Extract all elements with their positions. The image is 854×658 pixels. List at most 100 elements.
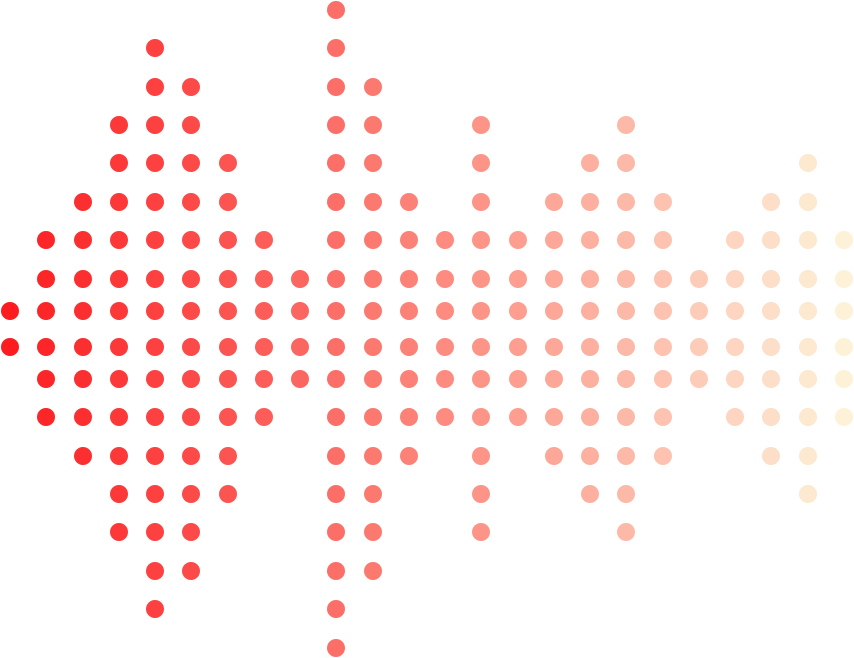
wave-dot	[146, 338, 165, 356]
wave-dot	[726, 408, 745, 426]
wave-dot	[508, 270, 527, 288]
wave-dot	[146, 193, 165, 211]
wave-dot	[146, 600, 165, 618]
wave-dot	[399, 338, 418, 356]
wave-dot	[689, 370, 708, 388]
wave-dot	[399, 370, 418, 388]
wave-dot	[327, 562, 346, 580]
wave-dot	[218, 302, 237, 320]
wave-dot	[798, 154, 817, 172]
wave-dot	[581, 338, 600, 356]
wave-dot	[835, 338, 853, 356]
wave-dot	[218, 338, 237, 356]
wave-dot	[472, 523, 491, 541]
wave-dot	[218, 485, 237, 503]
wave-dot	[363, 523, 382, 541]
wave-dot	[146, 562, 165, 580]
wave-dot	[798, 338, 817, 356]
wave-dot	[218, 193, 237, 211]
wave-dot	[146, 370, 165, 388]
wave-dot	[363, 485, 382, 503]
wave-dot	[653, 193, 672, 211]
wave-dot	[399, 302, 418, 320]
wave-dot	[327, 370, 346, 388]
wave-dot	[73, 270, 92, 288]
wave-dot	[182, 154, 201, 172]
wave-dot	[327, 193, 346, 211]
wave-dot	[327, 639, 346, 657]
wave-dot	[254, 408, 273, 426]
wave-dot	[291, 370, 310, 388]
wave-dot	[291, 270, 310, 288]
wave-dot	[109, 270, 128, 288]
wave-dot	[399, 447, 418, 465]
wave-dot	[835, 408, 853, 426]
wave-dot	[653, 447, 672, 465]
wave-dot	[544, 447, 563, 465]
wave-dot	[798, 370, 817, 388]
wave-dot	[254, 270, 273, 288]
wave-dot	[327, 154, 346, 172]
wave-dot	[1, 338, 19, 356]
wave-dot	[436, 302, 455, 320]
wave-dot	[472, 193, 491, 211]
wave-dot	[726, 370, 745, 388]
wave-dot	[617, 193, 636, 211]
wave-dot	[835, 302, 853, 320]
wave-dot	[617, 485, 636, 503]
wave-dot	[327, 231, 346, 249]
wave-dot	[798, 231, 817, 249]
wave-dot	[436, 408, 455, 426]
wave-dot	[182, 485, 201, 503]
wave-dot	[109, 370, 128, 388]
wave-dot	[363, 193, 382, 211]
wave-dot	[182, 270, 201, 288]
wave-dot	[327, 302, 346, 320]
wave-dot	[762, 231, 781, 249]
wave-dot	[254, 370, 273, 388]
wave-dot	[762, 193, 781, 211]
wave-dot	[291, 338, 310, 356]
wave-dot	[327, 78, 346, 96]
wave-dot	[472, 338, 491, 356]
wave-dot	[291, 302, 310, 320]
wave-dot	[146, 523, 165, 541]
wave-dot	[146, 302, 165, 320]
wave-dot	[109, 231, 128, 249]
wave-dot	[327, 447, 346, 465]
wave-dot	[762, 338, 781, 356]
wave-dot	[472, 231, 491, 249]
wave-dot	[218, 231, 237, 249]
wave-dot	[798, 302, 817, 320]
wave-dot	[653, 270, 672, 288]
wave-dot	[653, 338, 672, 356]
wave-dot	[472, 408, 491, 426]
wave-dot	[581, 408, 600, 426]
wave-dot	[37, 338, 56, 356]
wave-dot	[327, 116, 346, 134]
wave-dot	[182, 116, 201, 134]
wave-dot	[617, 338, 636, 356]
wave-dot	[472, 302, 491, 320]
wave-dot	[363, 562, 382, 580]
wave-dot	[182, 408, 201, 426]
wave-dot	[798, 408, 817, 426]
wave-dot	[146, 154, 165, 172]
wave-dot	[399, 231, 418, 249]
wave-dot	[472, 270, 491, 288]
wave-dot	[544, 408, 563, 426]
wave-dot	[508, 302, 527, 320]
wave-dot	[363, 231, 382, 249]
wave-dot	[327, 600, 346, 618]
wave-dot	[182, 193, 201, 211]
wave-dot	[1, 302, 19, 320]
wave-dot	[653, 302, 672, 320]
wave-dot	[218, 447, 237, 465]
wave-dot	[581, 154, 600, 172]
wave-dot	[762, 370, 781, 388]
wave-dot	[254, 231, 273, 249]
wave-dot	[182, 302, 201, 320]
wave-dot	[327, 338, 346, 356]
wave-dot	[182, 231, 201, 249]
wave-dot	[798, 193, 817, 211]
